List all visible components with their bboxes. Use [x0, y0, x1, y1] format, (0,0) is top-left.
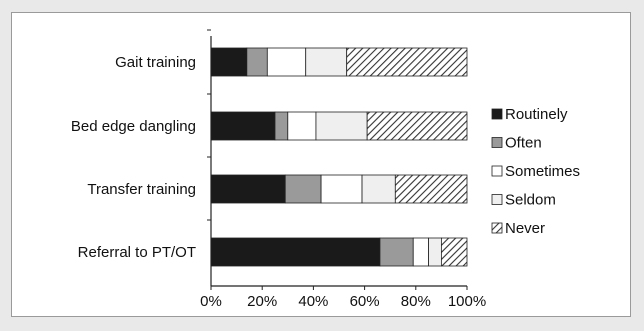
- legend-label-never: Never: [505, 220, 545, 237]
- bar-segment-sometimes-2: [287, 111, 317, 141]
- bar-segment-often-4: [379, 237, 414, 267]
- legend: Routinely Often Sometimes Seldom Never: [491, 106, 580, 237]
- x-tick-label: 20%: [247, 293, 277, 310]
- legend-label-routinely: Routinely: [505, 106, 568, 123]
- bar-segment-seldom-1: [305, 47, 348, 77]
- bar-segment-routinely-4: [210, 237, 381, 267]
- bar-segment-sometimes-4: [412, 237, 429, 267]
- bar-segment-seldom-4: [428, 237, 442, 267]
- category-label: Referral to PT/OT: [78, 244, 196, 261]
- category-labels: Gait training Bed edge dangling Transfer t…: [71, 54, 196, 261]
- x-tick-labels: 0% 20% 40% 60% 80% 100%: [200, 293, 486, 310]
- legend-swatch-routinely: [491, 108, 503, 120]
- bar-segment-routinely-1: [210, 47, 248, 77]
- bar-segment-never-2: [366, 111, 468, 141]
- bar-segment-often-1: [246, 47, 268, 77]
- bar-segment-sometimes-3: [320, 174, 363, 204]
- bar-segment-never-1: [346, 47, 468, 77]
- x-tick-label: 100%: [448, 293, 486, 310]
- bar-segment-routinely-2: [210, 111, 276, 141]
- bar-segment-routinely-3: [210, 174, 286, 204]
- x-tick-label: 60%: [350, 293, 380, 310]
- legend-label-often: Often: [505, 135, 542, 152]
- bar-segment-seldom-3: [361, 174, 396, 204]
- category-label: Bed edge dangling: [71, 118, 196, 135]
- bar-segment-seldom-2: [315, 111, 368, 141]
- bars: [210, 47, 468, 267]
- bar-segment-often-2: [274, 111, 289, 141]
- legend-swatch-never: [491, 222, 503, 234]
- bar-segment-often-3: [284, 174, 322, 204]
- legend-swatch-often: [491, 137, 503, 148]
- x-tick-label: 40%: [298, 293, 328, 310]
- bar-segment-never-4: [440, 237, 468, 267]
- legend-swatch-seldom: [491, 194, 503, 205]
- legend-label-sometimes: Sometimes: [505, 163, 580, 180]
- legend-label-seldom: Seldom: [505, 192, 556, 209]
- x-tick-label: 80%: [401, 293, 431, 310]
- x-tick-label: 0%: [200, 293, 222, 310]
- bar-segment-never-3: [394, 174, 468, 204]
- legend-swatch-sometimes: [491, 165, 503, 177]
- category-label: Transfer training: [87, 181, 196, 198]
- category-label: Gait training: [115, 54, 196, 71]
- bar-segment-sometimes-1: [266, 47, 307, 77]
